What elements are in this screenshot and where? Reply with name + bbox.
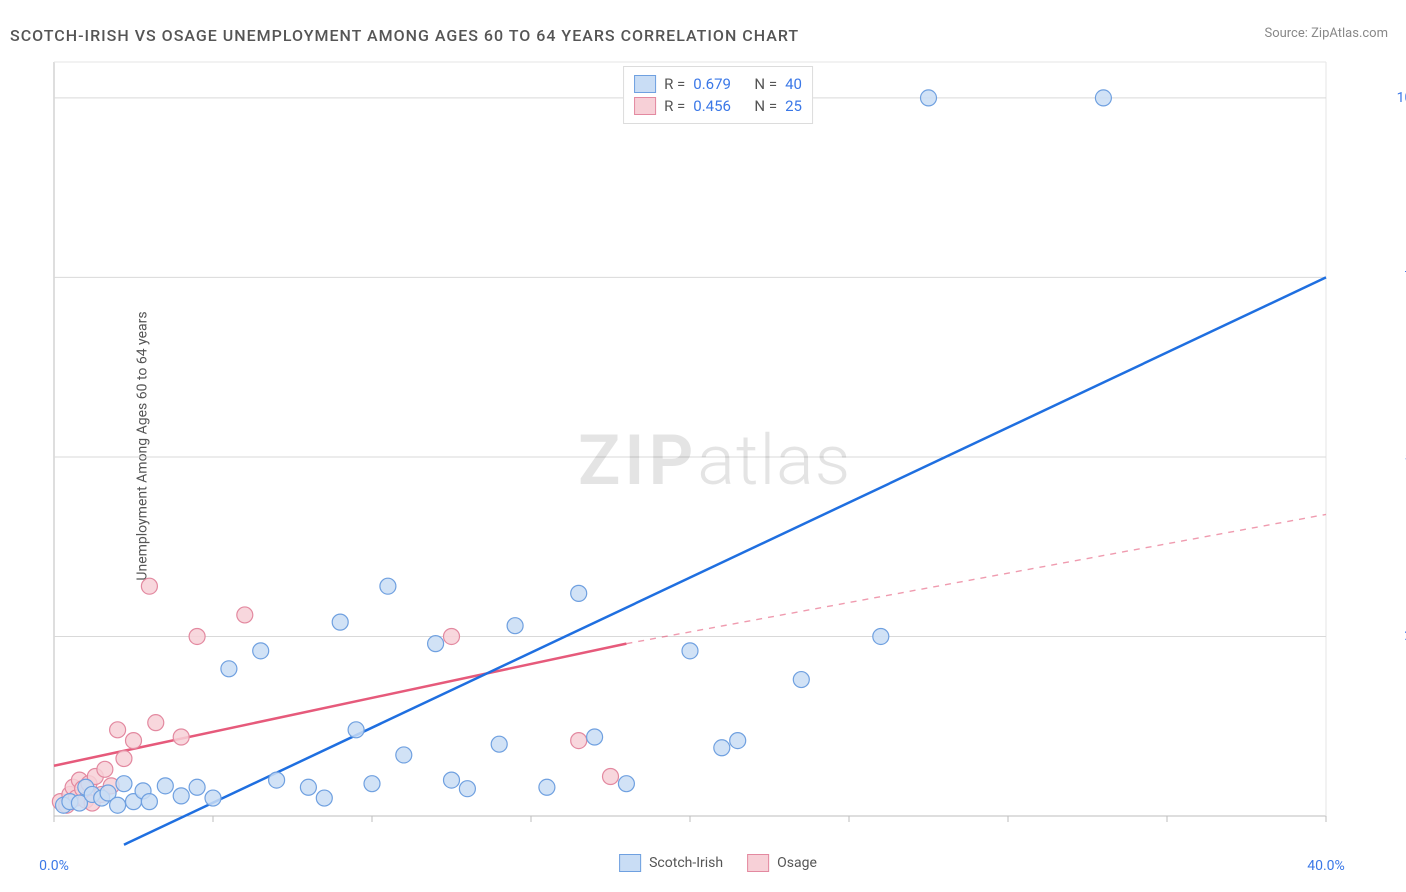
- n-value-osage: 25: [785, 97, 802, 115]
- r-label-scotch-irish: R =: [664, 75, 685, 93]
- legend-row-scotch-irish: R = 0.679 N = 40: [634, 73, 802, 95]
- x-tick-label: 0.0%: [39, 858, 69, 874]
- legend-label-osage: Osage: [777, 855, 817, 871]
- legend-row-osage: R = 0.456 N = 25: [634, 95, 802, 117]
- x-tick-label: 40.0%: [1307, 858, 1345, 874]
- y-tick-label: 100.0%: [1397, 90, 1406, 106]
- r-label-osage: R =: [664, 97, 685, 115]
- chart-title: SCOTCH-IRISH VS OSAGE UNEMPLOYMENT AMONG…: [10, 26, 799, 45]
- n-label-scotch-irish: N =: [754, 75, 777, 93]
- swatch-osage: [634, 97, 656, 115]
- source-name: ZipAtlas.com: [1311, 26, 1388, 41]
- correlation-legend: R = 0.679 N = 40 R = 0.456 N = 25: [623, 66, 813, 124]
- legend-item-scotch-irish: Scotch-Irish: [619, 854, 723, 872]
- series-legend: Scotch-Irish Osage: [619, 854, 817, 872]
- swatch-osage-bottom: [747, 854, 769, 872]
- swatch-scotch-irish-bottom: [619, 854, 641, 872]
- legend-label-scotch-irish: Scotch-Irish: [649, 855, 723, 871]
- n-label-osage: N =: [754, 97, 777, 115]
- source-label: Source: ZipAtlas.com: [1264, 26, 1388, 41]
- r-value-osage: 0.456: [693, 97, 731, 115]
- n-value-scotch-irish: 40: [785, 75, 802, 93]
- swatch-scotch-irish: [634, 75, 656, 93]
- chart-area: 25.0%50.0%75.0%100.0% 0.0%40.0% ZIPatlas…: [48, 60, 1388, 850]
- legend-item-osage: Osage: [747, 854, 817, 872]
- r-value-scotch-irish: 0.679: [693, 75, 731, 93]
- source-prefix: Source:: [1264, 26, 1311, 41]
- scatter-plot: [48, 60, 1388, 850]
